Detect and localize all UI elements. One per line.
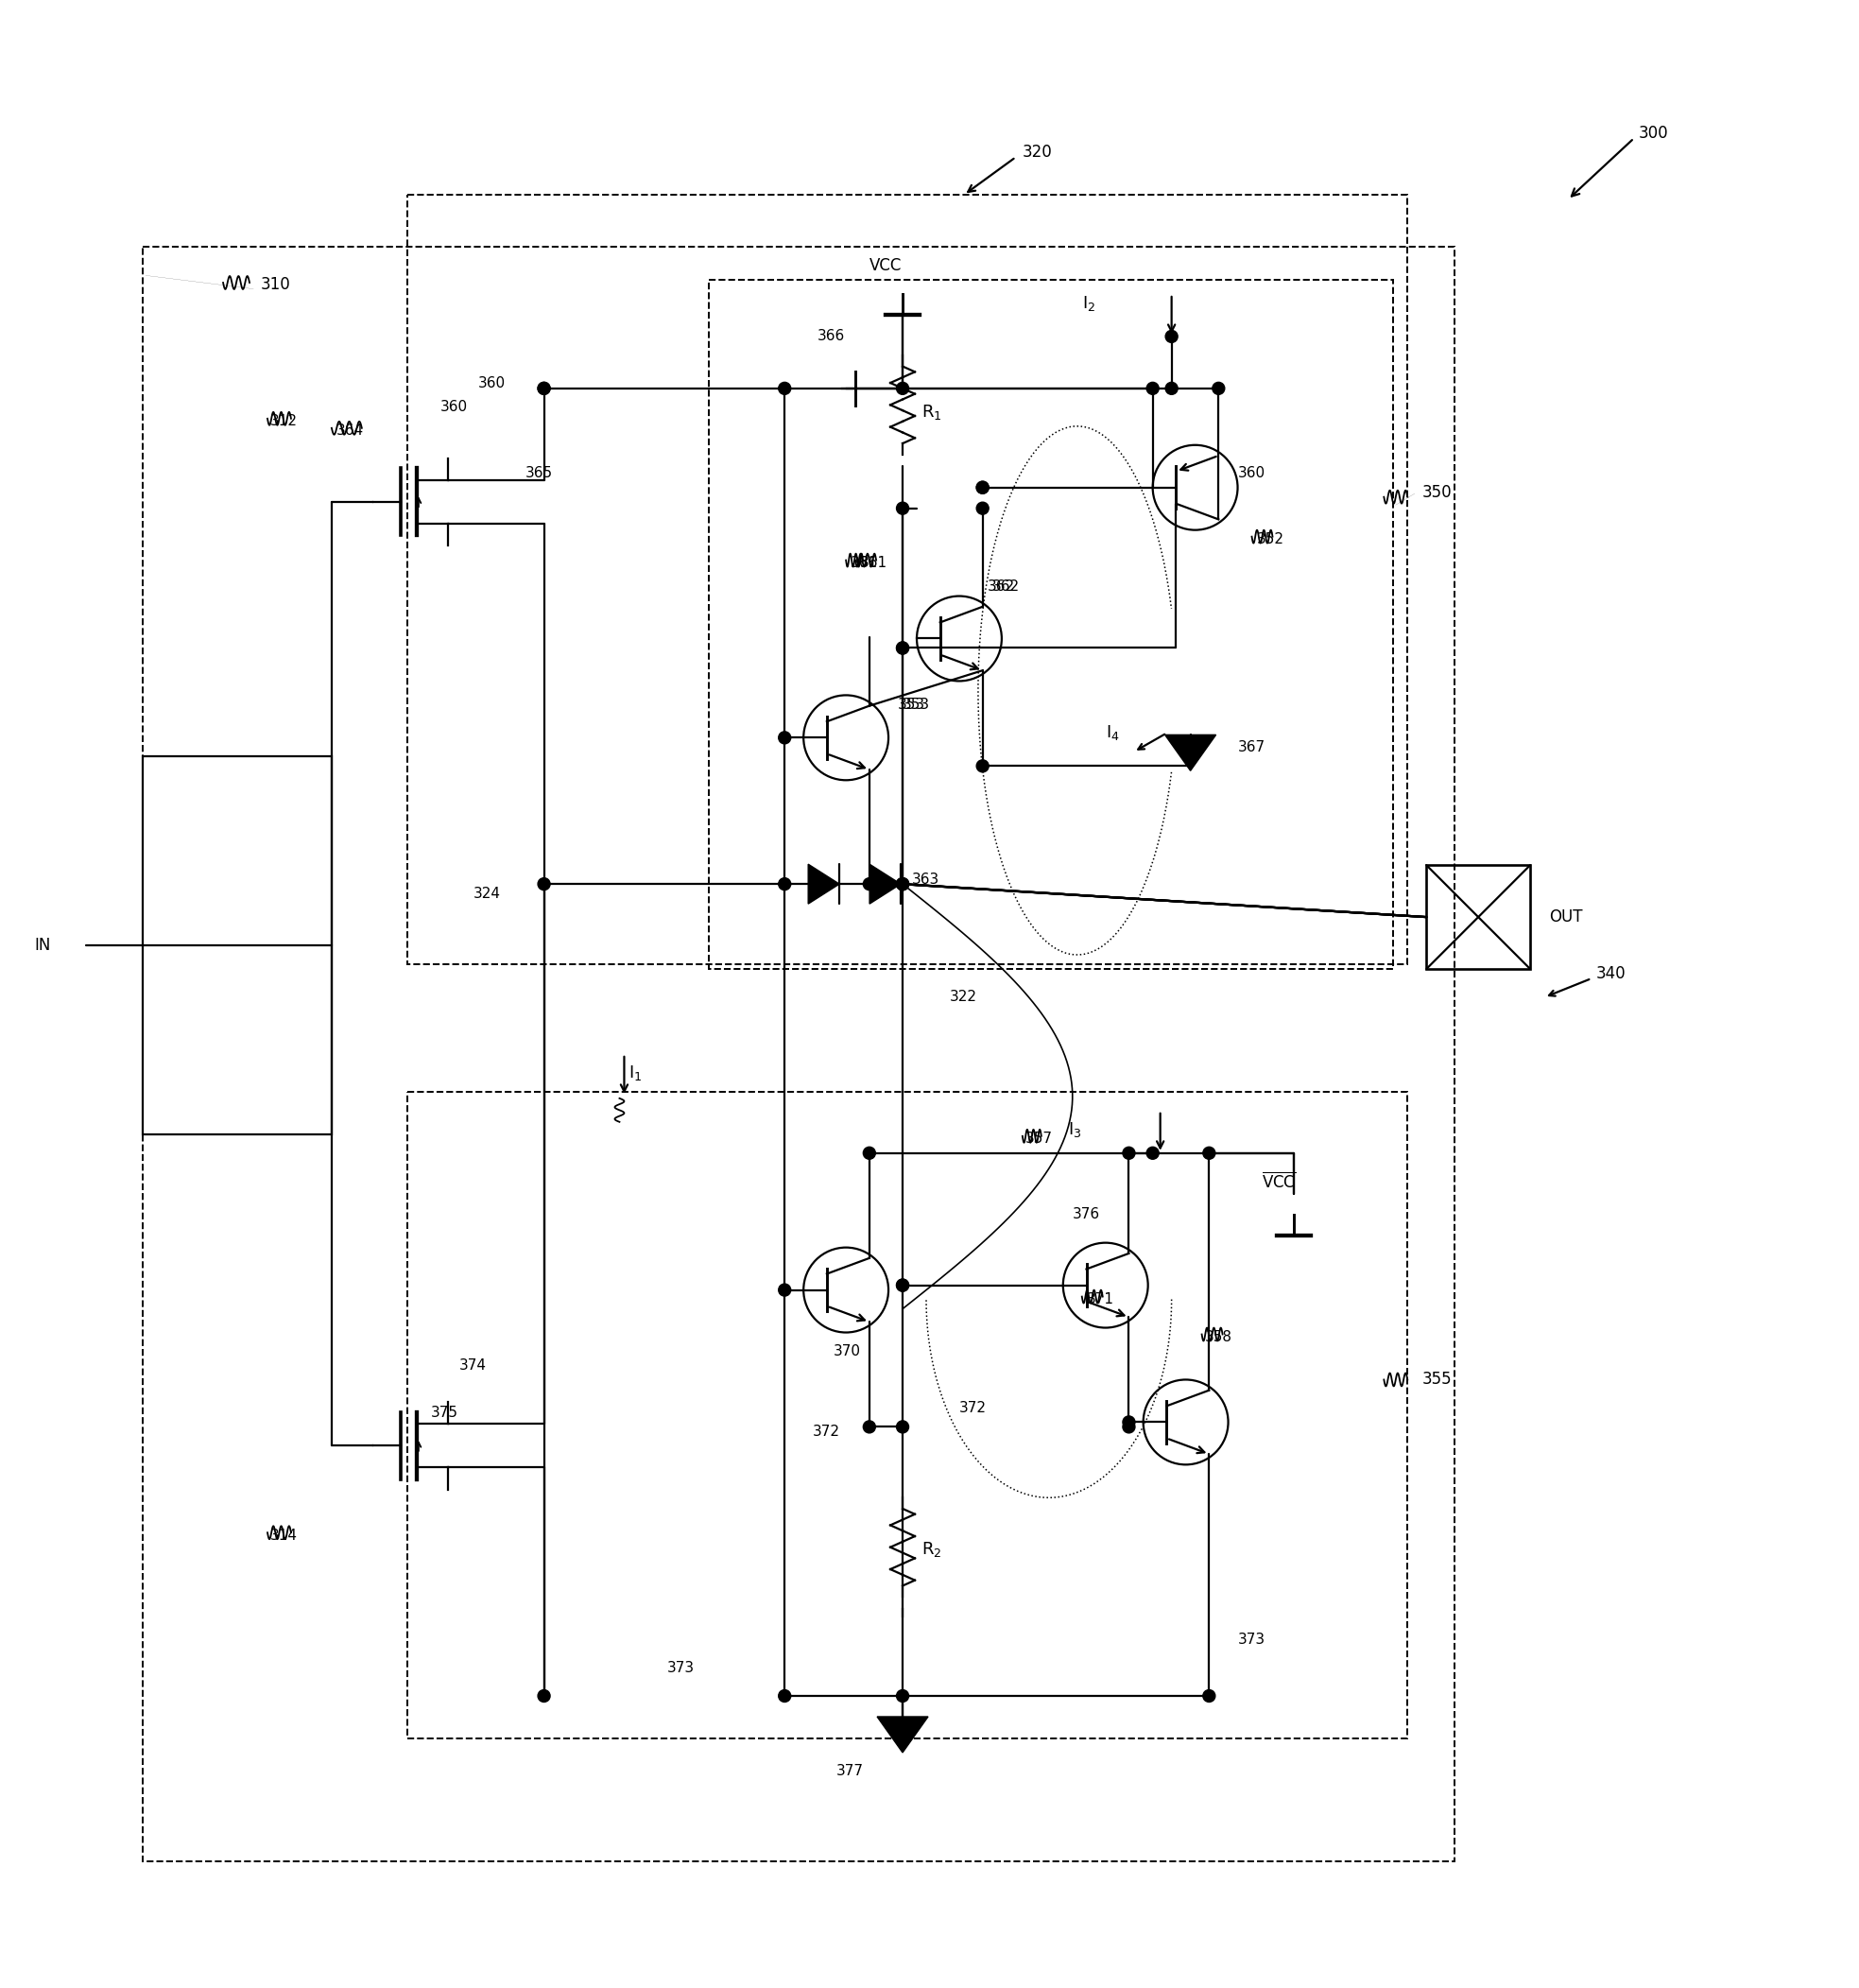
Text: 373: 373 <box>1238 1632 1266 1646</box>
Text: 361: 361 <box>851 557 877 571</box>
Text: I$_3$: I$_3$ <box>1067 1119 1082 1139</box>
Circle shape <box>1166 382 1179 394</box>
Text: 320: 320 <box>1022 143 1052 161</box>
Circle shape <box>1166 330 1179 342</box>
Text: 362: 362 <box>987 580 1015 594</box>
Text: 360: 360 <box>1238 467 1266 481</box>
Text: 357: 357 <box>1026 1131 1052 1145</box>
Text: R$_2$: R$_2$ <box>922 1541 943 1559</box>
Circle shape <box>1123 1147 1136 1159</box>
Circle shape <box>896 382 909 394</box>
Text: 361: 361 <box>861 557 887 571</box>
Text: R$_1$: R$_1$ <box>922 402 943 421</box>
Text: 376: 376 <box>1073 1207 1101 1221</box>
Circle shape <box>779 879 790 891</box>
Circle shape <box>896 1278 909 1292</box>
Text: 364: 364 <box>336 423 364 437</box>
Circle shape <box>896 879 909 891</box>
Circle shape <box>779 1284 790 1296</box>
Text: I$_2$: I$_2$ <box>1082 294 1095 312</box>
Polygon shape <box>1166 736 1216 771</box>
Circle shape <box>1123 1415 1136 1427</box>
Bar <box>407 195 1407 964</box>
Text: 340: 340 <box>1597 966 1627 982</box>
Circle shape <box>537 879 550 891</box>
Text: 371: 371 <box>1088 1292 1114 1306</box>
Text: 360: 360 <box>478 376 506 392</box>
Circle shape <box>863 1147 876 1159</box>
Text: 367: 367 <box>1238 740 1266 753</box>
Circle shape <box>896 1690 909 1702</box>
Text: 363: 363 <box>913 873 939 887</box>
Text: 355: 355 <box>1422 1372 1452 1388</box>
Text: VCC: VCC <box>870 256 902 274</box>
Text: 372: 372 <box>812 1425 840 1439</box>
Text: 375: 375 <box>431 1406 457 1419</box>
Circle shape <box>537 382 550 394</box>
Text: 312: 312 <box>270 414 297 429</box>
Bar <box>1426 865 1530 968</box>
Circle shape <box>537 382 550 394</box>
Bar <box>407 1091 1407 1738</box>
Text: 358: 358 <box>1205 1330 1233 1344</box>
Circle shape <box>896 642 909 654</box>
Circle shape <box>863 1421 876 1433</box>
Circle shape <box>1203 1147 1216 1159</box>
Text: 322: 322 <box>950 990 978 1004</box>
Circle shape <box>896 503 909 515</box>
Text: 374: 374 <box>459 1358 487 1372</box>
Text: I$_1$: I$_1$ <box>628 1064 643 1081</box>
Polygon shape <box>870 865 902 905</box>
Circle shape <box>896 1421 909 1433</box>
Text: 300: 300 <box>1640 125 1669 141</box>
Circle shape <box>537 1690 550 1702</box>
Text: OUT: OUT <box>1549 909 1582 926</box>
Circle shape <box>976 481 989 493</box>
Text: 373: 373 <box>667 1660 693 1674</box>
Circle shape <box>779 1690 790 1702</box>
Circle shape <box>779 382 790 394</box>
Circle shape <box>896 642 909 654</box>
Polygon shape <box>877 1718 928 1753</box>
Text: $\overline{\mathrm{VCC}}$: $\overline{\mathrm{VCC}}$ <box>1260 1171 1296 1191</box>
Circle shape <box>976 759 989 771</box>
Circle shape <box>1123 1421 1136 1433</box>
Text: 360: 360 <box>441 400 468 414</box>
Text: 353: 353 <box>903 698 930 712</box>
Text: 372: 372 <box>959 1402 987 1415</box>
Text: 324: 324 <box>474 887 500 901</box>
Text: 370: 370 <box>833 1344 861 1358</box>
Circle shape <box>976 503 989 515</box>
Text: 310: 310 <box>260 276 290 292</box>
Text: 314: 314 <box>270 1529 297 1543</box>
Bar <box>143 757 331 1135</box>
Text: 377: 377 <box>837 1763 864 1779</box>
Circle shape <box>1203 1690 1216 1702</box>
Text: 362: 362 <box>993 580 1021 594</box>
Text: 353: 353 <box>898 698 926 712</box>
Circle shape <box>896 1278 909 1292</box>
Circle shape <box>863 879 876 891</box>
Circle shape <box>976 481 989 493</box>
Text: 352: 352 <box>1257 533 1285 547</box>
Circle shape <box>1147 1147 1158 1159</box>
Text: I$_4$: I$_4$ <box>1106 724 1119 742</box>
Bar <box>143 247 1456 1861</box>
Polygon shape <box>809 865 840 905</box>
Circle shape <box>1147 382 1158 394</box>
Text: 350: 350 <box>1422 483 1452 501</box>
Bar <box>708 280 1394 968</box>
Text: 366: 366 <box>818 330 846 344</box>
Circle shape <box>779 732 790 744</box>
Circle shape <box>1212 382 1225 394</box>
Text: IN: IN <box>33 936 50 954</box>
Circle shape <box>896 879 909 891</box>
Circle shape <box>896 879 909 891</box>
Text: 365: 365 <box>524 467 552 481</box>
